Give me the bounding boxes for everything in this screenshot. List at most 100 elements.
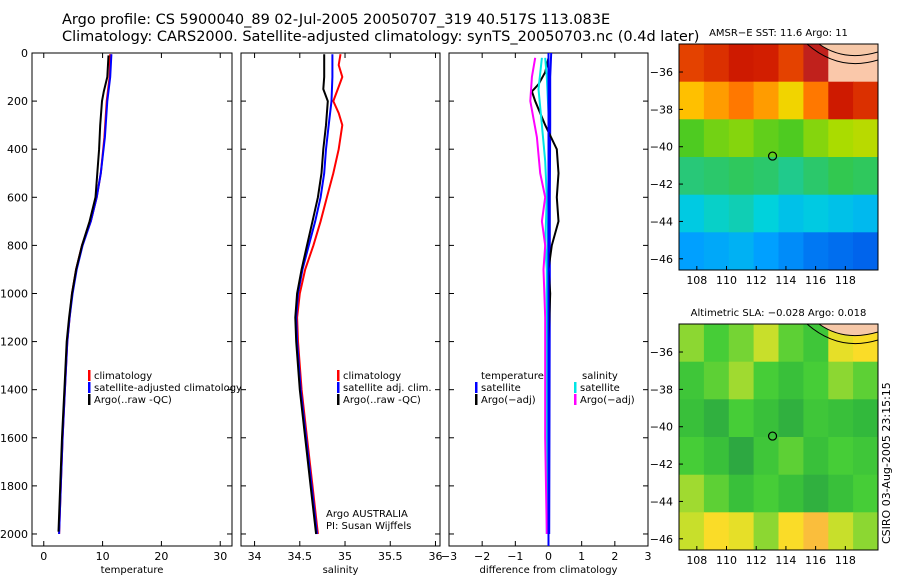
sst-map-cell xyxy=(753,81,780,120)
sst-map-cell xyxy=(828,232,854,270)
sla-map-cell xyxy=(728,399,755,438)
depth-tick-label: 1200 xyxy=(0,336,28,349)
sst-map-cell xyxy=(853,194,878,233)
sst-map-cell xyxy=(778,44,804,83)
temp-xtick-label: 0 xyxy=(40,550,47,563)
diff-legend-temperature-header: temperature xyxy=(481,371,544,382)
sst-map-xtick-label: 110 xyxy=(716,274,737,287)
sst-map-ytick-label: −42 xyxy=(650,178,673,191)
diff-legend-sal-satellite-swatch xyxy=(574,382,577,393)
sst-map-cell xyxy=(753,157,780,196)
sla-map-cell xyxy=(679,512,705,550)
sst-map-cell xyxy=(778,119,804,158)
sst-map-xtick-label: 118 xyxy=(835,274,856,287)
sla-map-cell xyxy=(828,437,854,476)
sal-series-satellite xyxy=(295,54,334,535)
sla-map-cell xyxy=(753,437,780,476)
sst-map-cell xyxy=(728,119,755,158)
sla-map-cell xyxy=(828,474,854,513)
diff-legend-temp-argo-label: Argo(−adj) xyxy=(481,395,536,406)
sla-map-ytick-label: −46 xyxy=(650,533,673,546)
temp-xtick-label: 10 xyxy=(96,550,110,563)
sst-map-cell xyxy=(728,194,755,233)
diff-legend-salinity-header: salinity xyxy=(582,371,618,382)
sla-map-cell xyxy=(679,324,705,363)
sla-map-cell xyxy=(828,512,854,550)
sst-map-cell xyxy=(753,232,780,270)
sst-map-field xyxy=(679,44,878,270)
sla-map-cell xyxy=(778,474,804,513)
sst-map-cell xyxy=(853,119,878,158)
temp-xtick-label: 20 xyxy=(154,550,168,563)
sla-map-cell xyxy=(853,512,878,550)
sst-map-cell xyxy=(753,194,780,233)
sal-xtick-label: 34 xyxy=(248,550,262,563)
sla-map-ytick-label: −44 xyxy=(650,495,673,508)
sal-legend-argo-swatch xyxy=(337,394,340,405)
sst-map-cell xyxy=(778,157,804,196)
sst-map-cell xyxy=(803,194,829,233)
sal-legend-satellite-swatch xyxy=(337,382,340,393)
sst-map-cell xyxy=(728,232,755,270)
sla-map-cell xyxy=(803,361,829,400)
depth-tick-label: 1000 xyxy=(0,287,28,300)
sst-map-cell xyxy=(753,119,780,158)
sst-map-xtick-label: 116 xyxy=(805,274,826,287)
chart-title-line1: Argo profile: CS 5900040_89 02-Jul-2005 … xyxy=(62,12,611,28)
sla-map-cell xyxy=(728,437,755,476)
sst-map-cell xyxy=(803,232,829,270)
sst-map-cell xyxy=(853,81,878,120)
temp-series-satellite xyxy=(58,54,113,535)
sla-map-cell xyxy=(778,324,804,363)
sst-map-cell xyxy=(703,119,730,158)
diff-legend-temp-satellite-swatch xyxy=(475,382,478,393)
sla-map-cell xyxy=(703,324,730,363)
sla-map-ytick-label: −38 xyxy=(650,383,673,396)
depth-tick-label: 1600 xyxy=(0,432,28,445)
sla-map-xtick-label: 112 xyxy=(746,554,767,567)
sla-map-cell xyxy=(803,437,829,476)
sst-map-ytick-label: −46 xyxy=(650,253,673,266)
sst-map-cell xyxy=(703,81,730,120)
sst-map-cell xyxy=(803,81,829,120)
sla-map-cell xyxy=(803,399,829,438)
sst-map-ytick-label: −44 xyxy=(650,215,673,228)
sst-map-cell xyxy=(828,157,854,196)
sal-xtick-label: 35.5 xyxy=(378,550,403,563)
sst-map-ytick-label: −38 xyxy=(650,103,673,116)
depth-tick-label: 1800 xyxy=(0,480,28,493)
diff-xtick-label: −3 xyxy=(441,550,457,563)
depth-tick-label: 200 xyxy=(7,95,28,108)
sla-map-cell xyxy=(728,512,755,550)
temp-legend-satellite-label: satellite-adjusted climatology xyxy=(94,383,242,394)
sla-map-xtick-label: 110 xyxy=(716,554,737,567)
temp-series-climatology xyxy=(58,54,112,535)
sal-series-argo xyxy=(294,54,329,535)
sst-map-cell xyxy=(728,44,755,83)
temp-axes-frame xyxy=(31,52,233,547)
sst-map-xtick-label: 114 xyxy=(775,274,796,287)
diff-xlabel: difference from climatology xyxy=(480,565,618,576)
sst-map-cell xyxy=(703,157,730,196)
sal-axes-frame xyxy=(240,52,441,547)
sla-map-cell xyxy=(703,399,730,438)
argo-australia-label: Argo AUSTRALIA xyxy=(326,509,408,520)
diff-xtick-label: −2 xyxy=(474,550,490,563)
temp-legend-climatology-label: climatology xyxy=(94,371,152,382)
sst-map-cell xyxy=(679,157,705,196)
sst-map-cell xyxy=(679,44,705,83)
chart-title-line2: Climatology: CARS2000. Satellite-adjuste… xyxy=(62,29,700,45)
sla-map-cell xyxy=(703,512,730,550)
sst-map-cell xyxy=(728,81,755,120)
sla-map-ytick-label: −36 xyxy=(650,346,673,359)
diff-legend-temp-argo-swatch xyxy=(475,394,478,405)
sla-map-cell xyxy=(728,361,755,400)
sla-map-cell xyxy=(778,399,804,438)
sst-map-cell xyxy=(828,81,854,120)
sal-legend-argo-label: Argo(..raw -QC) xyxy=(343,395,421,406)
sla-map-cell xyxy=(828,399,854,438)
temp-xlabel: temperature xyxy=(101,565,164,576)
diff-legend-sal-satellite-label: satellite xyxy=(580,383,620,394)
sla-map-cell xyxy=(753,324,780,363)
